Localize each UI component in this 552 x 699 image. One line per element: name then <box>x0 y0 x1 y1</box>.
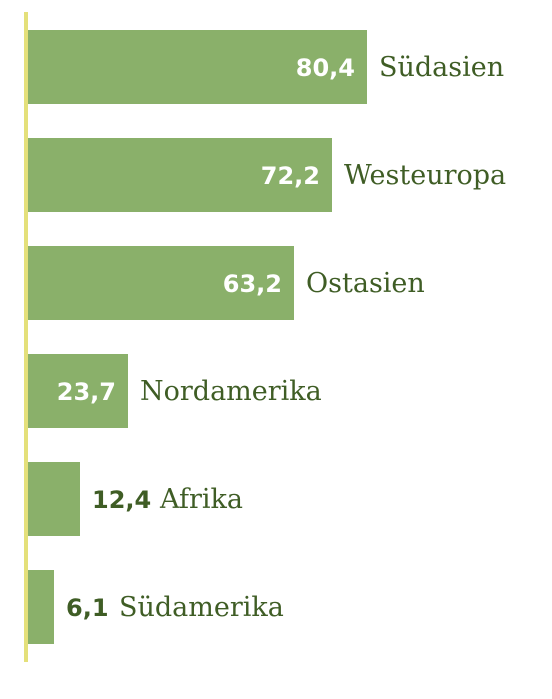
bars-group: 80,4 Südasien 72,2 Westeuropa 63,2 Ostasien 23… <box>28 30 506 644</box>
category-label-ostasien: Ostasien <box>306 268 425 299</box>
value-label-afrika: 12,4 <box>92 486 151 514</box>
value-label-suedasien: 80,4 <box>296 54 355 82</box>
category-label-suedamerika: Südamerika <box>119 592 284 623</box>
value-label-westeuropa: 72,2 <box>261 162 320 190</box>
bar-nordamerika <box>28 354 128 428</box>
bar-suedamerika <box>28 570 54 644</box>
value-label-suedamerika: 6,1 <box>66 594 109 622</box>
bar-suedasien <box>28 30 367 104</box>
value-label-ostasien: 63,2 <box>223 270 282 298</box>
bar-afrika <box>28 462 80 536</box>
bar-ostasien <box>28 246 294 320</box>
category-label-nordamerika: Nordamerika <box>140 376 322 407</box>
category-label-westeuropa: Westeuropa <box>344 160 506 191</box>
category-label-afrika: Afrika <box>159 484 243 515</box>
category-label-suedasien: Südasien <box>379 52 504 83</box>
value-label-nordamerika: 23,7 <box>57 378 116 406</box>
bar-westeuropa <box>28 138 332 212</box>
